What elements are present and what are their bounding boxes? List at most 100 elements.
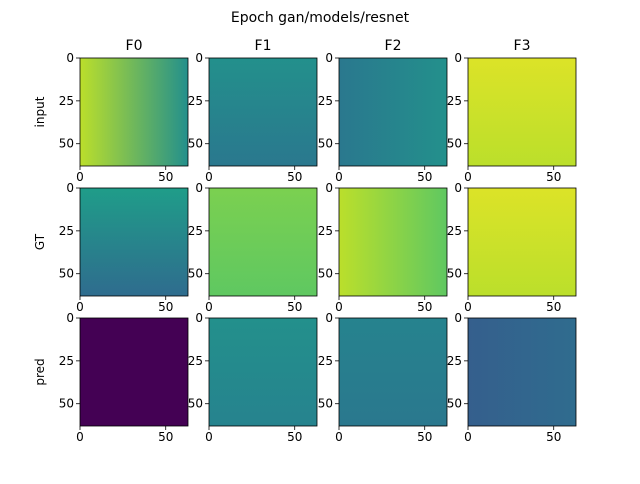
heatmap-image — [209, 318, 317, 426]
y-tick-label: 25 — [59, 354, 74, 368]
x-tick-label: 0 — [335, 170, 343, 184]
y-tick-label: 0 — [454, 51, 462, 65]
panel-gt-f2: 0 50 0 25 50 — [318, 181, 448, 314]
y-tick-label: 0 — [454, 311, 462, 325]
axes-frame — [338, 57, 448, 167]
y-tick-label: 0 — [195, 311, 203, 325]
x-tick-label: 0 — [464, 300, 472, 314]
column-title-f3: F3 — [514, 38, 531, 54]
panel-grid: F0 F1 F2 F3 input GT pred 0 50 0 25 50 0 50 0 25 50 0 50 0 2… — [33, 38, 577, 444]
y-tick-label: 25 — [447, 94, 462, 108]
heatmap-image — [209, 58, 317, 166]
x-tick-label: 0 — [76, 430, 84, 444]
x-tick-label: 50 — [158, 430, 173, 444]
x-tick-label: 50 — [158, 170, 173, 184]
panel-pred-f1: 0 50 0 25 50 — [188, 311, 318, 444]
y-tick-label: 50 — [447, 397, 462, 411]
figure-suptitle: Epoch gan/models/resnet — [231, 10, 410, 26]
heatmap-image — [80, 318, 188, 426]
x-tick-label: 50 — [546, 430, 561, 444]
y-tick-label: 25 — [59, 224, 74, 238]
y-tick-label: 25 — [318, 94, 333, 108]
x-tick-label: 50 — [417, 430, 432, 444]
y-tick-label: 0 — [325, 181, 333, 195]
axes-frame — [79, 187, 189, 297]
axes-frame — [338, 187, 448, 297]
x-tick-label: 50 — [546, 300, 561, 314]
heatmap-image — [339, 318, 447, 426]
y-tick-label: 25 — [447, 224, 462, 238]
y-tick-label: 25 — [447, 354, 462, 368]
x-tick-label: 50 — [546, 170, 561, 184]
x-tick-label: 0 — [335, 430, 343, 444]
axes-frame — [208, 187, 318, 297]
row-label-gt: GT — [33, 233, 47, 250]
axes-frame — [338, 317, 448, 427]
y-tick-label: 0 — [66, 181, 74, 195]
heatmap-image — [80, 58, 188, 166]
x-tick-label: 0 — [335, 300, 343, 314]
axes-frame — [467, 187, 577, 297]
panel-input-f0: 0 50 0 25 50 — [59, 51, 189, 184]
y-tick-label: 50 — [447, 137, 462, 151]
y-tick-label: 50 — [59, 267, 74, 281]
y-tick-label: 25 — [188, 94, 203, 108]
y-tick-label: 50 — [318, 397, 333, 411]
axes-frame — [208, 57, 318, 167]
axes-frame — [208, 317, 318, 427]
y-tick-label: 50 — [447, 267, 462, 281]
y-tick-label: 25 — [318, 354, 333, 368]
x-tick-label: 0 — [464, 170, 472, 184]
heatmap-image — [339, 58, 447, 166]
x-tick-label: 50 — [417, 170, 432, 184]
panel-gt-f0: 0 50 0 25 50 — [59, 181, 189, 314]
x-tick-label: 50 — [417, 300, 432, 314]
heatmap-image — [468, 58, 576, 166]
x-tick-label: 0 — [205, 170, 213, 184]
axes-frame — [79, 317, 189, 427]
row-label-pred: pred — [33, 358, 47, 385]
y-tick-label: 0 — [195, 181, 203, 195]
y-tick-label: 50 — [188, 397, 203, 411]
y-tick-label: 25 — [59, 94, 74, 108]
heatmap-image — [339, 188, 447, 296]
y-tick-label: 50 — [318, 137, 333, 151]
panel-pred-f2: 0 50 0 25 50 — [318, 311, 448, 444]
y-tick-label: 50 — [188, 267, 203, 281]
x-tick-label: 50 — [158, 300, 173, 314]
panel-gt-f3: 0 50 0 25 50 — [447, 181, 577, 314]
x-tick-label: 0 — [76, 170, 84, 184]
x-tick-label: 0 — [76, 300, 84, 314]
x-tick-label: 0 — [464, 430, 472, 444]
axes-frame — [467, 57, 577, 167]
x-tick-label: 0 — [205, 300, 213, 314]
column-title-f2: F2 — [385, 38, 402, 54]
y-tick-label: 25 — [188, 354, 203, 368]
y-tick-label: 50 — [59, 397, 74, 411]
row-label-input: input — [33, 96, 47, 127]
panel-input-f1: 0 50 0 25 50 — [188, 51, 318, 184]
x-tick-label: 50 — [287, 170, 302, 184]
panel-gt-f1: 0 50 0 25 50 — [188, 181, 318, 314]
y-tick-label: 0 — [66, 51, 74, 65]
axes-frame — [467, 317, 577, 427]
y-tick-label: 0 — [454, 181, 462, 195]
y-tick-label: 0 — [66, 311, 74, 325]
panel-input-f3: 0 50 0 25 50 — [447, 51, 577, 184]
heatmap-image — [80, 188, 188, 296]
y-tick-label: 0 — [325, 311, 333, 325]
column-title-f0: F0 — [126, 38, 143, 54]
heatmap-image — [209, 188, 317, 296]
column-title-f1: F1 — [255, 38, 272, 54]
panel-input-f2: 0 50 0 25 50 — [318, 51, 448, 184]
panel-pred-f0: 0 50 0 25 50 — [59, 311, 189, 444]
y-tick-label: 25 — [318, 224, 333, 238]
heatmap-image — [468, 188, 576, 296]
y-tick-label: 0 — [195, 51, 203, 65]
y-tick-label: 0 — [325, 51, 333, 65]
x-tick-label: 50 — [287, 430, 302, 444]
y-tick-label: 50 — [318, 267, 333, 281]
y-tick-label: 50 — [188, 137, 203, 151]
axes-frame — [79, 57, 189, 167]
